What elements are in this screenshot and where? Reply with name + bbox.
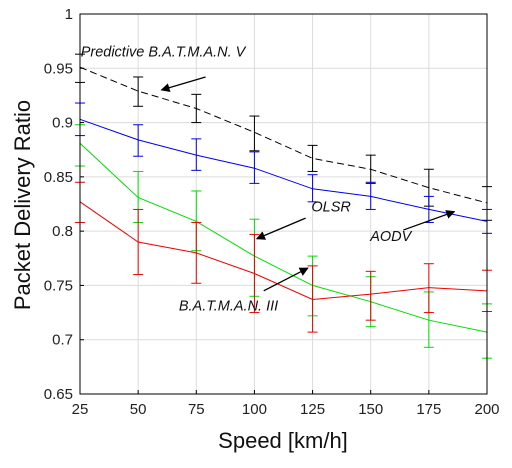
annotation-arrow: [255, 217, 306, 240]
series-line: [79, 118, 488, 222]
x-tick-label: 150: [358, 401, 383, 418]
data-point: [253, 167, 256, 169]
x-tick-label: 175: [416, 401, 441, 418]
y-tick-label: 0.65: [44, 386, 73, 403]
y-axis-title: Packet Delivery Ratio: [10, 100, 35, 310]
y-tick-label: 0.95: [44, 60, 73, 77]
data-point: [428, 187, 430, 189]
data-point: [370, 293, 372, 295]
data-point: [195, 220, 197, 222]
plot-frame: [79, 13, 488, 395]
data-point: [195, 154, 197, 156]
x-tick-label: 100: [242, 401, 267, 418]
data-point: [195, 107, 197, 110]
data-point: [137, 241, 139, 243]
annotation-label: Predictive B.A.T.M.A.N. V: [81, 44, 247, 60]
annotation-arrow: [263, 267, 309, 292]
data-point: [370, 195, 372, 197]
annotation-label: OLSR: [311, 200, 351, 216]
tick-labels: 25 50 75 100 125 150 175 200 0.65 0.7 0.75 0.8 0.85 0…: [44, 6, 500, 418]
data-point: [137, 196, 139, 199]
annotation-label: B.A.T.M.A.N. III: [179, 298, 278, 314]
data-point: [428, 287, 430, 289]
data-point: [253, 131, 256, 133]
x-tick-label: 25: [72, 401, 89, 418]
y-tick-label: 0.75: [44, 277, 73, 294]
x-axis-title: Speed [km/h]: [218, 428, 348, 453]
y-tick-label: 0.8: [52, 223, 73, 240]
data-point: [370, 168, 372, 170]
data-point: [311, 157, 314, 159]
x-tick-label: 50: [130, 401, 147, 418]
data-point: [428, 208, 430, 211]
data-point: [195, 252, 197, 254]
annotation-label: AODV: [369, 229, 412, 245]
data-point: [253, 272, 256, 275]
y-tick-label: 0.85: [44, 169, 73, 186]
annotation-arrow: [403, 210, 456, 231]
annotations: Predictive B.A.T.M.A.N. V OLSR AODV B.A.T.M…: [81, 44, 456, 314]
x-tick-label: 75: [188, 401, 205, 418]
x-tick-label: 200: [474, 401, 499, 418]
series-line: [79, 66, 488, 204]
y-tick-label: 0.7: [52, 332, 73, 349]
data-point: [311, 298, 314, 301]
annotation-arrow: [160, 76, 206, 93]
x-tick-label: 125: [300, 401, 325, 418]
data-point: [311, 188, 314, 190]
y-tick-label: 0.9: [52, 115, 73, 132]
series-line: [79, 142, 488, 333]
data-point: [428, 319, 430, 321]
data-point: [137, 139, 139, 141]
data-point: [137, 90, 139, 92]
y-tick-label: 1: [65, 6, 73, 23]
series-line: [79, 201, 488, 301]
